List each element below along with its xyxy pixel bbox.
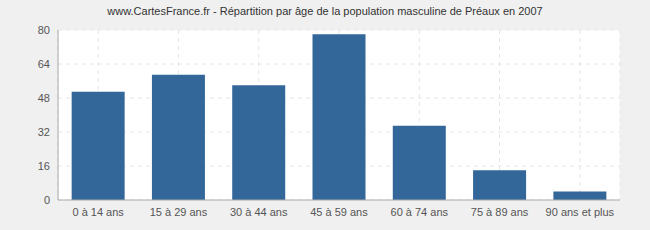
svg-text:0 à 14 ans: 0 à 14 ans (72, 206, 124, 218)
svg-text:16: 16 (38, 160, 50, 172)
html-text:www.CartesFrance.fr - Répartit: www.CartesFrance.fr - Répartition par âg… (107, 5, 543, 17)
svg-text:64: 64 (38, 58, 50, 70)
svg-text:30 à 44 ans: 30 à 44 ans (230, 206, 288, 218)
svg-text:32: 32 (38, 126, 50, 138)
svg-text:75 à 89 ans: 75 à 89 ans (471, 206, 529, 218)
svg-text:48: 48 (38, 92, 50, 104)
svg-text:15 à 29 ans: 15 à 29 ans (150, 206, 208, 218)
svg-text:45 à 59 ans: 45 à 59 ans (310, 206, 368, 218)
svg-text:60 à 74 ans: 60 à 74 ans (391, 206, 449, 218)
svg-text:80: 80 (38, 24, 50, 36)
svg-text:90 ans et plus: 90 ans et plus (546, 206, 615, 218)
svg-text:0: 0 (44, 194, 50, 206)
